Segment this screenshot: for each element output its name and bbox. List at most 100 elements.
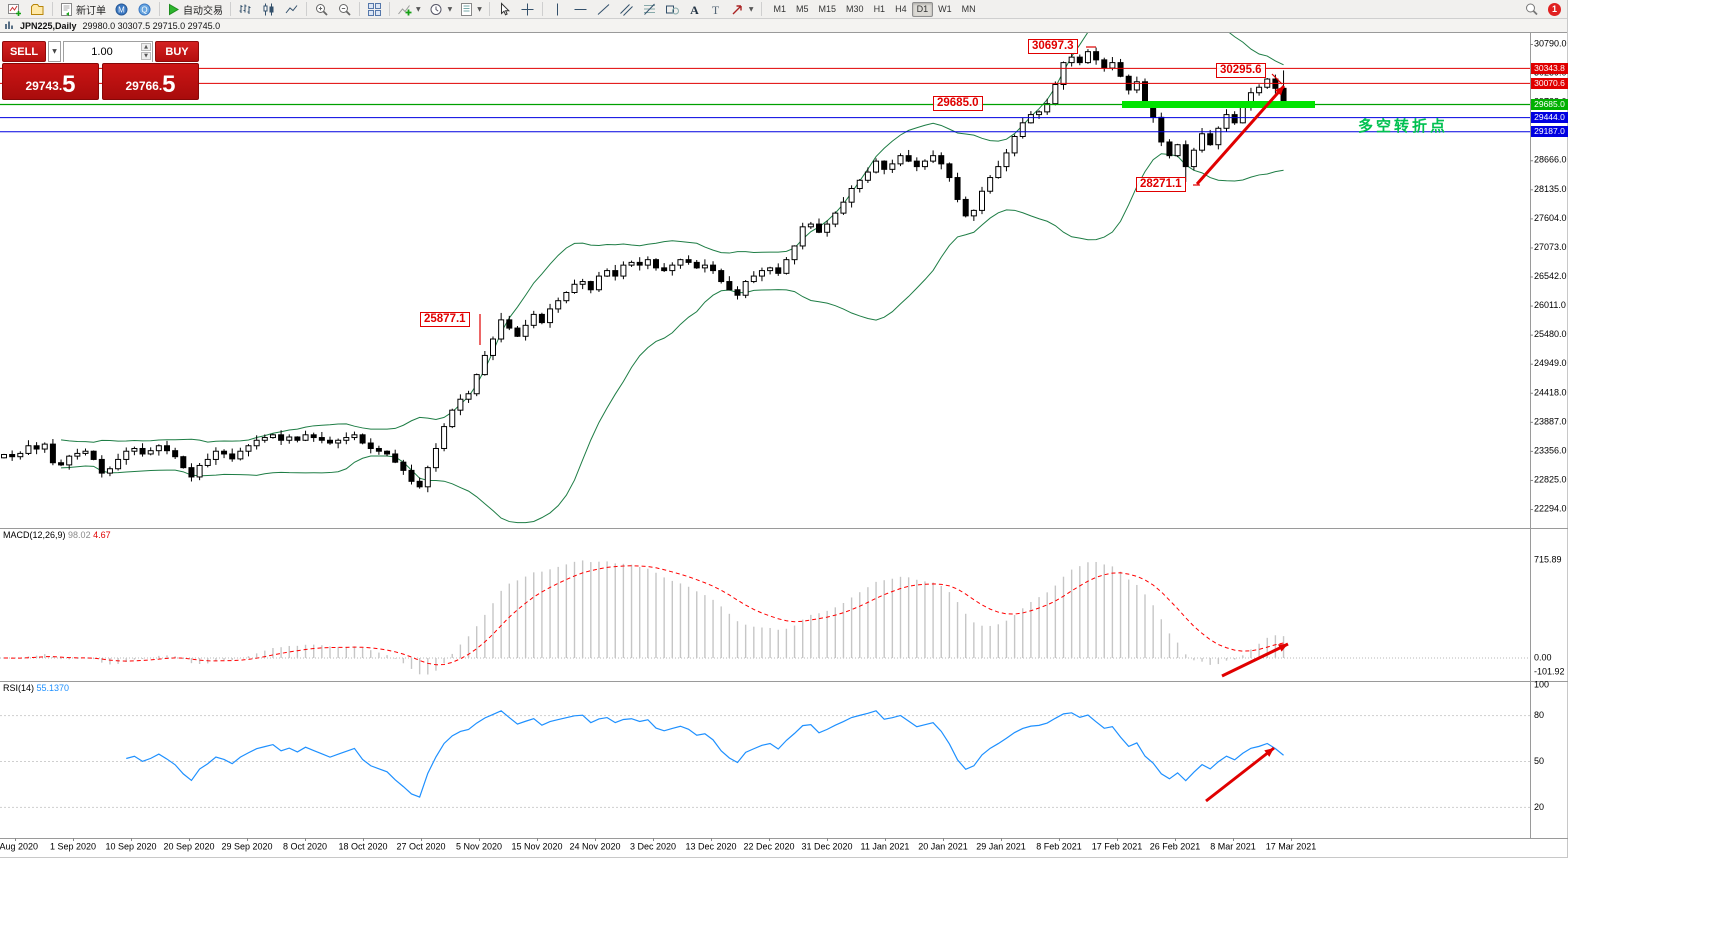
vertical-line-button[interactable]: [546, 1, 569, 18]
macd-signal-value: 4.67: [93, 530, 111, 540]
toolbar-separator: [359, 2, 360, 16]
horizontal-line-button[interactable]: [569, 1, 592, 18]
fibonacci-button[interactable]: [638, 1, 661, 18]
templates-button[interactable]: ▼: [456, 1, 486, 18]
chart-title-bar: JPN225,Daily 29980.0 30307.5 29715.0 297…: [0, 19, 1567, 33]
chevron-down-icon: ▼: [52, 48, 57, 55]
chevron-down-icon: ▼: [748, 5, 754, 13]
notification-badge[interactable]: 1: [1548, 2, 1561, 16]
price-chart-canvas[interactable]: [0, 33, 1568, 858]
nov-high-callout[interactable]: 25877.1: [420, 312, 470, 327]
buy-button[interactable]: BUY: [155, 41, 199, 62]
toolbar-separator: [541, 2, 543, 16]
timeframe-h1-button[interactable]: H1: [869, 2, 891, 17]
chevron-down-icon: ▼: [477, 5, 482, 13]
crosshair-button[interactable]: [516, 1, 539, 18]
periods-icon: [429, 2, 444, 17]
line-chart-button[interactable]: [280, 1, 303, 18]
toolbar-separator: [760, 2, 762, 16]
peak-price-callout[interactable]: 30697.3: [1028, 39, 1078, 54]
bull-bear-turning-point-label[interactable]: 多空转折点: [1358, 118, 1449, 135]
timeframe-m5-button[interactable]: M5: [791, 2, 814, 17]
svg-text:Q: Q: [141, 5, 147, 14]
zoom-in-button[interactable]: [310, 1, 333, 18]
arrow-objects-button[interactable]: ▼: [726, 1, 758, 18]
metaquotes-button[interactable]: M: [110, 1, 133, 18]
new-order-label: 新订单: [76, 5, 106, 17]
zoom-out-button[interactable]: [333, 1, 356, 18]
volume-input[interactable]: [64, 42, 152, 62]
sell-price-button[interactable]: 29743. 5: [2, 63, 99, 100]
vertical-line-icon: [550, 2, 565, 17]
recent-high-callout[interactable]: 30295.6: [1216, 63, 1266, 78]
timeframe-m15-button[interactable]: M15: [814, 2, 842, 17]
rsi-value: 55.1370: [36, 683, 70, 693]
macd-name: MACD(12,26,9): [3, 530, 66, 540]
toolbar-separator: [389, 2, 390, 16]
bar-chart-button[interactable]: [234, 1, 257, 18]
profiles-button[interactable]: [26, 1, 49, 18]
text-button[interactable]: A: [684, 1, 705, 18]
axis-price-badge: 29444.0: [1531, 112, 1568, 124]
candlestick-chart-button[interactable]: [257, 1, 280, 18]
svg-text:M: M: [118, 5, 125, 14]
swing-low-callout[interactable]: 28271.1: [1136, 177, 1186, 192]
new-order-button[interactable]: 新订单: [56, 1, 110, 18]
toolbar-separator: [159, 2, 160, 16]
toolbar-separator: [230, 2, 231, 16]
arrow-objects-icon: [730, 2, 745, 17]
sell-price-big: 5: [62, 71, 76, 98]
label-button[interactable]: T: [705, 1, 726, 18]
equidistant-channel-button[interactable]: [615, 1, 638, 18]
search-icon: [1524, 2, 1539, 17]
svg-text:A: A: [690, 3, 699, 17]
timeframe-mn-button[interactable]: MN: [957, 2, 981, 17]
equidistant-channel-icon: [619, 2, 634, 17]
macd-value: 98.02: [68, 530, 91, 540]
label-icon: T: [709, 2, 722, 17]
cursor-icon: [497, 1, 512, 17]
toolbar-separator: [306, 2, 307, 16]
axis-price-badge: 29187.0: [1531, 126, 1568, 138]
zoom-in-icon: [314, 2, 329, 17]
main-toolbar: 新订单 M Q 自动交易 ▼ ▼ ▼ A T ▼ M1 M5 M15 M30 H1 H4 D…: [0, 0, 1567, 19]
autotrade-button[interactable]: 自动交易: [163, 1, 227, 18]
timeframe-h4-button[interactable]: H4: [890, 2, 912, 17]
shapes-icon: [665, 2, 680, 17]
candlestick-chart-icon: [261, 2, 276, 17]
volume-dropdown-button[interactable]: ▼: [48, 41, 61, 62]
new-chart-button[interactable]: [3, 1, 26, 18]
indicators-icon: [397, 2, 412, 17]
axis-price-badge: 30343.8: [1531, 62, 1568, 74]
spinner-down-icon[interactable]: ▼: [141, 52, 151, 60]
timeframe-d1-button[interactable]: D1: [911, 1, 934, 17]
tile-windows-button[interactable]: [363, 1, 386, 18]
cursor-button[interactable]: [493, 1, 516, 18]
trade-panel-price-row: 29743. 5 29766. 5: [2, 63, 199, 100]
toolbar-separator: [488, 2, 490, 16]
timeframe-m1-button[interactable]: M1: [769, 2, 792, 17]
bar-chart-icon: [238, 2, 253, 17]
shapes-button[interactable]: [661, 1, 684, 18]
volume-spinner: ▲ ▼: [141, 43, 151, 60]
trade-panel-top-row: SELL ▼ ▲ ▼ BUY: [2, 41, 199, 62]
horizontal-line-icon: [573, 2, 588, 17]
indicators-button[interactable]: ▼: [393, 1, 425, 18]
chart-tab-icon: [4, 20, 14, 32]
one-click-trade-panel: SELL ▼ ▲ ▼ BUY 29743. 5 29766. 5: [2, 41, 199, 100]
chart-symbol-label: JPN225,Daily: [20, 20, 77, 31]
support-price-callout[interactable]: 29685.0: [933, 96, 983, 111]
rsi-name: RSI(14): [3, 683, 35, 693]
timeframe-w1-button[interactable]: W1: [933, 2, 957, 17]
spinner-up-icon[interactable]: ▲: [141, 43, 151, 51]
fibonacci-icon: [642, 2, 657, 17]
trendline-button[interactable]: [592, 1, 615, 18]
periods-button[interactable]: ▼: [425, 1, 457, 18]
toolbar-separator: [52, 2, 53, 16]
timeframe-m30-button[interactable]: M30: [841, 2, 869, 17]
sell-button[interactable]: SELL: [2, 41, 46, 62]
search-button[interactable]: [1520, 1, 1543, 18]
svg-text:T: T: [712, 3, 720, 17]
buy-price-button[interactable]: 29766. 5: [102, 63, 199, 100]
community-button[interactable]: Q: [133, 1, 156, 18]
